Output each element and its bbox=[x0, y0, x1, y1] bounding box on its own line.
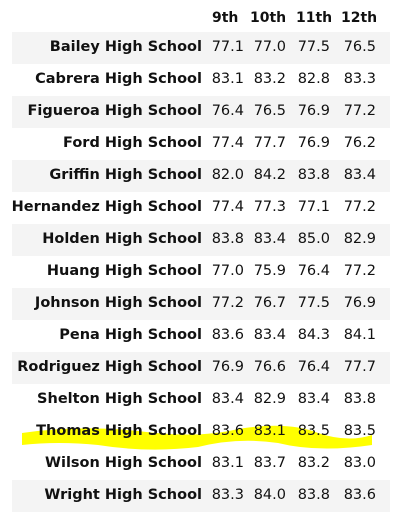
table-row: Holden High School 83.8 83.4 85.0 82.9 bbox=[12, 224, 390, 256]
table-cell: 77.1 bbox=[297, 199, 330, 215]
table-cell: 76.5 bbox=[253, 103, 286, 119]
table-row: Cabrera High School 83.1 83.2 82.8 83.3 bbox=[12, 64, 390, 96]
table-cell: 76.9 bbox=[297, 103, 330, 119]
table-cell: 77.0 bbox=[253, 39, 286, 55]
table-cell: 83.1 bbox=[253, 423, 286, 439]
row-label: Wright High School bbox=[44, 487, 202, 503]
table-cell: 83.4 bbox=[253, 231, 286, 247]
column-header-11th: 11th bbox=[296, 10, 333, 26]
table-row: Rodriguez High School 76.9 76.6 76.4 77.7 bbox=[12, 352, 390, 384]
highlighter-mark bbox=[22, 425, 372, 450]
table-cell: 83.4 bbox=[253, 327, 286, 343]
table-cell: 83.7 bbox=[253, 455, 286, 471]
row-label: Johnson High School bbox=[34, 295, 202, 311]
table-cell: 83.3 bbox=[211, 487, 244, 503]
table-cell: 77.2 bbox=[343, 199, 376, 215]
table-cell: 77.0 bbox=[211, 263, 244, 279]
row-label: Huang High School bbox=[46, 263, 202, 279]
table-cell: 77.2 bbox=[211, 295, 244, 311]
table-row: Huang High School 77.0 75.9 76.4 77.2 bbox=[12, 256, 390, 288]
table-row: Pena High School 83.6 83.4 84.3 84.1 bbox=[12, 320, 390, 352]
table-row: Figueroa High School 76.4 76.5 76.9 77.2 bbox=[12, 96, 390, 128]
table-cell: 84.1 bbox=[343, 327, 376, 343]
row-label: Shelton High School bbox=[37, 391, 202, 407]
table-cell: 82.0 bbox=[211, 167, 244, 183]
table-row: Hernandez High School 77.4 77.3 77.1 77.2 bbox=[12, 192, 390, 224]
table-cell: 84.3 bbox=[297, 327, 330, 343]
table-cell: 77.4 bbox=[211, 135, 244, 151]
table-cell: 77.5 bbox=[297, 39, 330, 55]
table-cell: 77.4 bbox=[211, 199, 244, 215]
table-cell: 76.6 bbox=[253, 359, 286, 375]
table-cell: 84.0 bbox=[253, 487, 286, 503]
row-label: Rodriguez High School bbox=[17, 359, 202, 375]
table-cell: 83.3 bbox=[343, 71, 376, 87]
table-cell: 83.2 bbox=[297, 455, 330, 471]
row-label: Wilson High School bbox=[44, 455, 202, 471]
row-label: Ford High School bbox=[63, 135, 202, 151]
table-row: Thomas High School 83.6 83.1 83.5 83.5 bbox=[12, 416, 390, 448]
table-cell: 85.0 bbox=[297, 231, 330, 247]
table-cell: 83.4 bbox=[297, 391, 330, 407]
table-cell: 82.9 bbox=[343, 231, 376, 247]
table-cell: 82.8 bbox=[297, 71, 330, 87]
table-cell: 83.1 bbox=[211, 71, 244, 87]
table-cell: 83.0 bbox=[343, 455, 376, 471]
table-cell: 75.9 bbox=[253, 263, 286, 279]
table-cell: 83.6 bbox=[211, 327, 244, 343]
column-header-12th: 12th bbox=[341, 10, 378, 26]
table-cell: 76.4 bbox=[297, 263, 330, 279]
table-cell: 84.2 bbox=[253, 167, 286, 183]
row-label: Thomas High School bbox=[36, 423, 202, 439]
table-cell: 83.6 bbox=[343, 487, 376, 503]
table-cell: 76.9 bbox=[211, 359, 244, 375]
table-row: Ford High School 77.4 77.7 76.9 76.2 bbox=[12, 128, 390, 160]
table-row: Wilson High School 83.1 83.7 83.2 83.0 bbox=[12, 448, 390, 480]
table-cell: 83.5 bbox=[343, 423, 376, 439]
table-cell: 77.2 bbox=[343, 263, 376, 279]
column-header-9th: 9th bbox=[212, 10, 239, 26]
table-cell: 76.9 bbox=[343, 295, 376, 311]
table-cell: 77.3 bbox=[253, 199, 286, 215]
table-cell: 77.7 bbox=[253, 135, 286, 151]
table-cell: 76.4 bbox=[297, 359, 330, 375]
table-cell: 83.6 bbox=[211, 423, 244, 439]
table-cell: 83.8 bbox=[343, 391, 376, 407]
table-cell: 77.7 bbox=[343, 359, 376, 375]
table-row: Johnson High School 77.2 76.7 77.5 76.9 bbox=[12, 288, 390, 320]
table-cell: 83.8 bbox=[297, 487, 330, 503]
table-cell: 76.4 bbox=[211, 103, 244, 119]
table-row: Bailey High School 77.1 77.0 77.5 76.5 bbox=[12, 32, 390, 64]
table-cell: 76.7 bbox=[253, 295, 286, 311]
column-header-10th: 10th bbox=[250, 10, 287, 26]
table-cell: 77.1 bbox=[211, 39, 244, 55]
table-cell: 83.5 bbox=[297, 423, 330, 439]
row-label: Figueroa High School bbox=[27, 103, 202, 119]
row-label: Cabrera High School bbox=[35, 71, 202, 87]
table-cell: 76.9 bbox=[297, 135, 330, 151]
table-row: Wright High School 83.3 84.0 83.8 83.6 bbox=[12, 480, 390, 512]
table-row: Shelton High School 83.4 82.9 83.4 83.8 bbox=[12, 384, 390, 416]
row-label: Hernandez High School bbox=[11, 199, 202, 215]
table-cell: 83.2 bbox=[253, 71, 286, 87]
table-cell: 77.2 bbox=[343, 103, 376, 119]
table-cell: 76.2 bbox=[343, 135, 376, 151]
table-cell: 82.9 bbox=[253, 391, 286, 407]
table-cell: 83.4 bbox=[343, 167, 376, 183]
table-cell: 77.5 bbox=[297, 295, 330, 311]
table-cell: 83.8 bbox=[211, 231, 244, 247]
table-cell: 83.4 bbox=[211, 391, 244, 407]
row-label: Bailey High School bbox=[49, 39, 202, 55]
row-label: Griffin High School bbox=[49, 167, 202, 183]
table-row: Griffin High School 82.0 84.2 83.8 83.4 bbox=[12, 160, 390, 192]
table-cell: 83.1 bbox=[211, 455, 244, 471]
row-label: Holden High School bbox=[42, 231, 202, 247]
table-cell: 76.5 bbox=[343, 39, 376, 55]
table-cell: 83.8 bbox=[297, 167, 330, 183]
row-label: Pena High School bbox=[59, 327, 202, 343]
